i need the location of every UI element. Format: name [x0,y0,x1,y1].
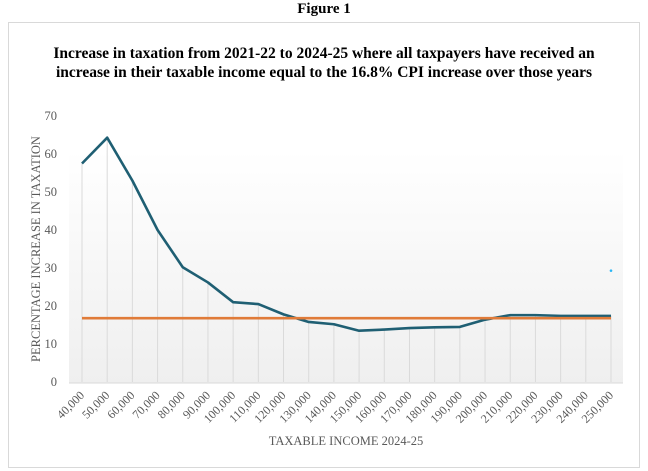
y-tick-label: 20 [45,299,58,313]
y-tick-label: 50 [45,185,58,199]
y-tick-label: 40 [45,223,58,237]
figure-label: Figure 1 [297,1,351,17]
chart-title: Increase in taxation from 2021-22 to 202… [53,45,595,81]
y-tick-label: 0 [51,375,57,389]
x-tick-label: 50,000 [79,388,112,421]
x-tick-label: 40,000 [54,388,87,421]
plot-area [69,150,623,383]
series-line-tax-increase [81,136,611,333]
y-tick-label: 30 [45,261,58,275]
y-tick-label: 10 [45,337,58,351]
data-marker [609,269,613,272]
y-tick-label: 60 [45,147,58,161]
y-tick-label: 70 [45,109,58,123]
x-axis-label: TAXABLE INCOME 2024-25 [269,434,424,448]
y-axis-label: PERCENTAGE INCREASE IN TAXATION [29,136,43,362]
x-tick-label: 60,000 [104,388,137,421]
x-tick-label: 80,000 [155,388,188,421]
chart-frame [8,22,640,468]
x-tick-label: 70,000 [129,388,162,421]
